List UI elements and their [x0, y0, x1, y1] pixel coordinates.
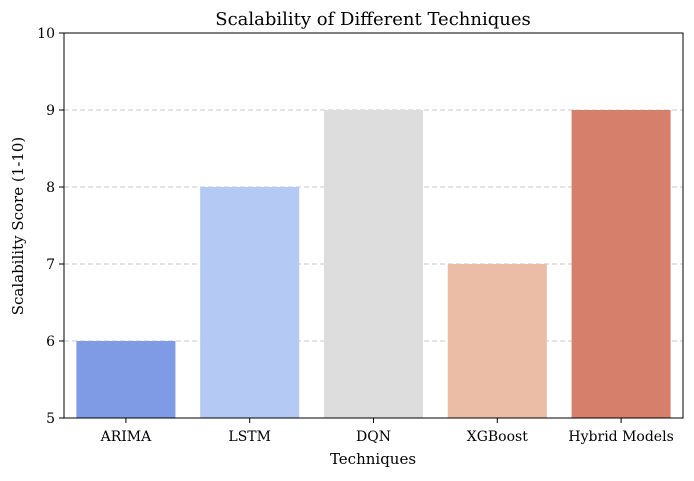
y-tick-label: 5	[46, 411, 55, 427]
y-tick-label: 10	[37, 26, 55, 42]
x-tick-label: DQN	[356, 429, 391, 445]
bar-xgboost	[447, 264, 547, 418]
x-tick-label: XGBoost	[467, 429, 528, 445]
bar-hybrid-models	[571, 110, 671, 418]
y-tick-label: 7	[46, 257, 55, 273]
bar-layer	[76, 110, 671, 418]
x-tick-label: Hybrid Models	[568, 429, 673, 445]
y-tick-label: 6	[46, 334, 55, 350]
chart-title: Scalability of Different Techniques	[215, 9, 531, 30]
bar-lstm	[200, 187, 300, 418]
x-tick-label: ARIMA	[100, 429, 153, 445]
bar-arima	[76, 341, 176, 418]
y-tick-label: 9	[46, 103, 55, 119]
y-tick-label: 8	[46, 180, 55, 196]
axis-layer: 5 6 7 8 9 10 ARIMA LSTM DQN XGBoost Hybrid Models	[37, 26, 684, 445]
bar-dqn	[323, 110, 424, 418]
x-axis-label: Techniques	[330, 450, 416, 468]
y-axis-label: Scalability Score (1-10)	[9, 137, 27, 316]
x-tick-label: LSTM	[228, 429, 271, 445]
